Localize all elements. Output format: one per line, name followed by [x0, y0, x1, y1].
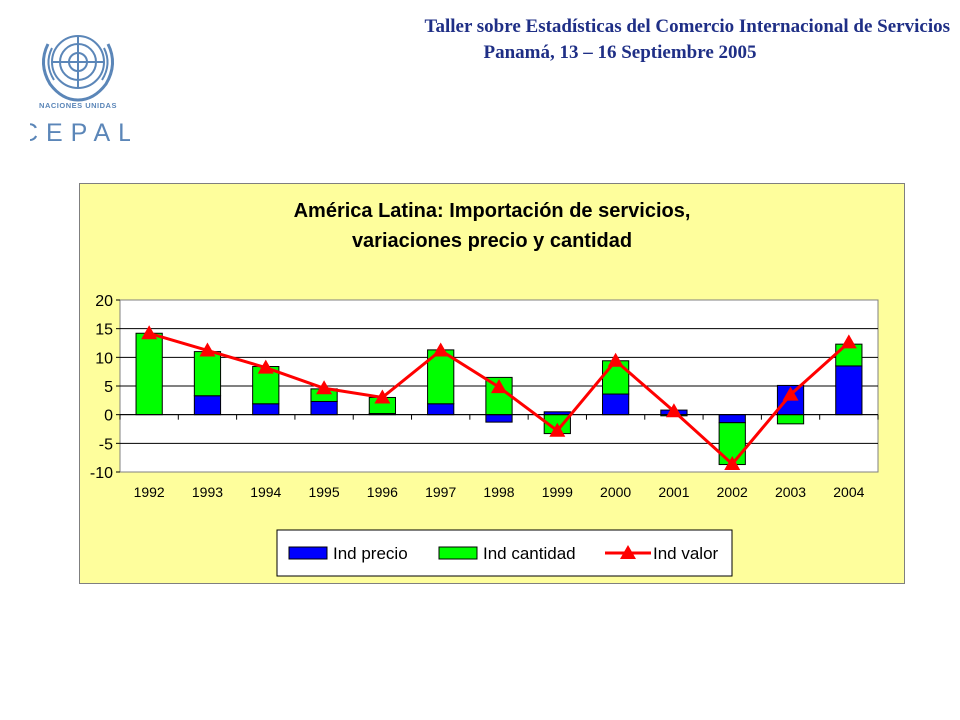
- line-marker: [549, 422, 566, 437]
- header-subtitle: Panamá, 13 – 16 Septiembre 2005: [483, 42, 757, 63]
- y-tick-label: -10: [90, 465, 113, 482]
- x-tick-label: 2001: [658, 484, 689, 500]
- y-tick-label: -5: [99, 436, 113, 453]
- line-marker: [840, 334, 857, 349]
- line-marker: [782, 386, 799, 401]
- x-tick-label: 1994: [250, 484, 281, 500]
- x-tick-label: 2000: [600, 484, 631, 500]
- line-marker: [491, 379, 507, 394]
- chart-subtitle: variaciones precio y cantidad: [351, 230, 633, 252]
- line-marker: [199, 342, 216, 357]
- logo-org-name: NACIONES UNIDAS: [39, 101, 117, 110]
- x-tick-label: 1996: [367, 484, 398, 500]
- bar-ind-cantidad: [135, 332, 163, 416]
- x-tick-label: 1998: [483, 484, 514, 500]
- bar-ind-precio: [835, 365, 863, 416]
- bar-ind-precio: [485, 414, 513, 423]
- x-tick-label: 1997: [425, 484, 456, 500]
- header-title: Taller sobre Estadísticas del Comercio I…: [424, 16, 950, 37]
- x-tick-label: 2003: [775, 484, 806, 500]
- bar-ind-precio: [252, 403, 280, 416]
- line-marker: [257, 359, 274, 374]
- chart-svg: 20 15 10 5 0 -5 -10 1992 1993 1994 1995 1996 1997 199…: [90, 293, 879, 577]
- bar-ind-precio: [601, 393, 630, 416]
- bar-ind-precio: [718, 414, 746, 424]
- x-tick-label: 2002: [717, 484, 748, 500]
- bar-ind-precio: [310, 400, 338, 416]
- legend-label: Ind precio: [333, 544, 408, 563]
- bar-ind-cantidad: [776, 414, 805, 425]
- y-tick-label: 10: [95, 350, 113, 367]
- bar-ind-cantidad: [193, 351, 222, 397]
- legend-swatch: [288, 546, 328, 560]
- legend-label: Ind valor: [653, 544, 719, 563]
- legend-label: Ind cantidad: [483, 544, 576, 563]
- y-tick-label: 5: [104, 379, 113, 396]
- y-tick-label: 15: [95, 322, 113, 339]
- y-tick-label: 0: [104, 408, 113, 425]
- chart-title: América Latina: Importación de servicios…: [293, 200, 691, 222]
- chart-area: América Latina: Importación de servicios…: [79, 183, 905, 584]
- bar-ind-cantidad: [252, 366, 280, 405]
- chart-title-block: América Latina: Importación de servicios…: [80, 196, 904, 256]
- bar-ind-precio: [193, 395, 222, 416]
- y-tick-label: 20: [95, 293, 113, 310]
- bar-ind-precio: [427, 403, 455, 416]
- legend-marker: [620, 545, 636, 559]
- un-emblem-icon: [42, 35, 114, 102]
- line-marker: [141, 325, 158, 340]
- logo-acronym: CEPAL: [30, 119, 130, 147]
- line-marker: [607, 352, 624, 367]
- x-tick-label: 1995: [308, 484, 339, 500]
- x-tick-label: 2004: [833, 484, 864, 500]
- line-marker: [316, 380, 333, 395]
- line-marker: [665, 403, 682, 418]
- legend-swatch: [438, 546, 478, 560]
- header: Taller sobre Estadísticas del Comercio I…: [230, 14, 950, 66]
- x-tick-label: 1999: [542, 484, 573, 500]
- line-marker: [374, 389, 391, 404]
- line-marker: [724, 455, 741, 470]
- cepal-logo: NACIONES UNIDAS CEPAL: [30, 35, 130, 147]
- x-tick-label: 1993: [192, 484, 223, 500]
- x-tick-label: 1992: [134, 484, 165, 500]
- line-marker: [432, 342, 449, 357]
- legend: [276, 529, 733, 577]
